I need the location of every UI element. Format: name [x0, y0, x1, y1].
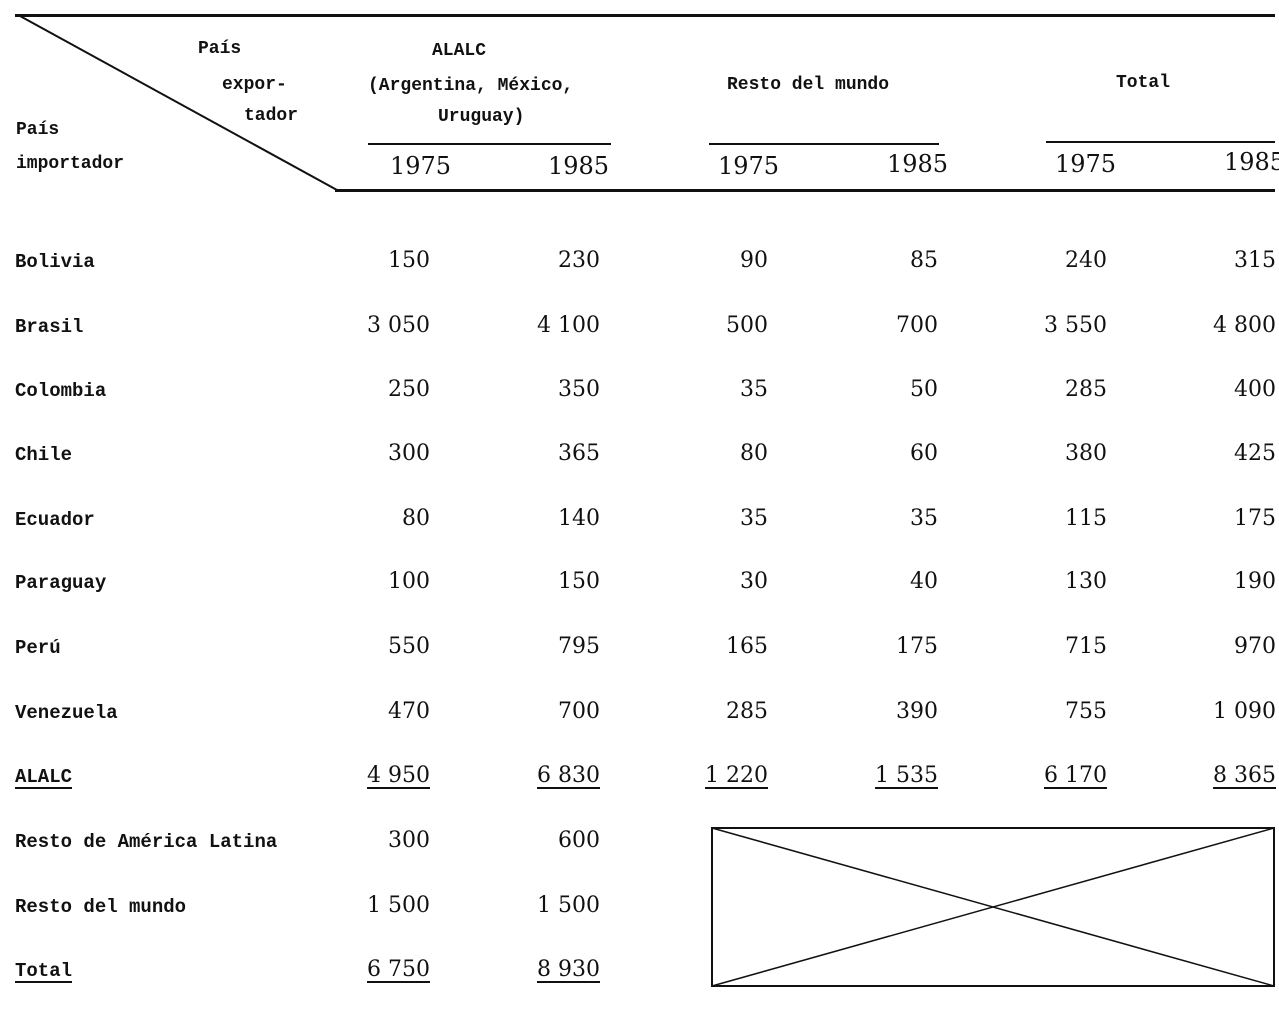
table-cell: 6 830: [537, 763, 600, 788]
row-label: Resto de América Latina: [15, 831, 278, 853]
row-label: Colombia: [15, 380, 107, 402]
table-cell: 1 500: [367, 893, 430, 918]
corner-exporter-label-3: tador: [244, 106, 299, 126]
table-cell: 140: [558, 506, 600, 531]
alalc-group-rule: [368, 143, 611, 145]
row-label: Paraguay: [15, 572, 107, 594]
table-cell: 350: [558, 377, 600, 402]
table-cell: 30: [740, 569, 768, 594]
table-cell: 8 930: [537, 957, 600, 982]
year-header-alalc-1975: 1975: [390, 152, 452, 180]
row-label: ALALC: [15, 766, 73, 788]
table-cell: 380: [1065, 441, 1107, 466]
row-label: Brasil: [15, 316, 84, 338]
year-header-alalc-1985: 1985: [548, 152, 610, 180]
year-header-total-1975: 1975: [1055, 150, 1117, 178]
table-cell: 285: [726, 699, 768, 724]
row-label: Venezuela: [15, 702, 118, 724]
table-cell: 1 500: [537, 893, 600, 918]
table-cell: 755: [1065, 699, 1107, 724]
table-cell: 6 170: [1044, 763, 1107, 788]
table-cell: 85: [910, 248, 938, 273]
table-cell: 8 365: [1213, 763, 1276, 788]
table-cell: 80: [402, 506, 430, 531]
table-cell: 285: [1065, 377, 1107, 402]
total-group-rule: [1046, 141, 1275, 143]
table-cell: 470: [388, 699, 430, 724]
table-cell: 500: [726, 313, 768, 338]
row-label: Total: [15, 960, 73, 982]
group-total-header: Total: [1116, 73, 1171, 93]
table-cell: 90: [740, 248, 768, 273]
corner-diagonal-line: [19, 15, 338, 191]
group-alalc-line-3: Uruguay): [438, 107, 525, 127]
table-cell: 3 550: [1044, 313, 1107, 338]
group-alalc-line-1: ALALC: [431, 41, 486, 61]
table-cell: 700: [558, 699, 600, 724]
table-cell: 150: [558, 569, 600, 594]
table-cell: 35: [910, 506, 938, 531]
group-alalc-line-2: (Argentina, México,: [368, 76, 574, 96]
table-cell: 115: [1065, 506, 1107, 531]
table-cell: 230: [558, 248, 600, 273]
table-cell: 400: [1234, 377, 1276, 402]
header-bottom-rule: [335, 189, 1275, 192]
row-label: Chile: [15, 444, 73, 466]
table-cell: 4 800: [1213, 313, 1276, 338]
table-cell: 175: [896, 634, 938, 659]
resto-group-rule: [709, 143, 939, 145]
table-cell: 365: [558, 441, 600, 466]
table-cell: 3 050: [367, 313, 430, 338]
row-label: Perú: [15, 637, 61, 659]
table-cell: 300: [388, 441, 430, 466]
table-cell: 715: [1065, 634, 1107, 659]
year-header-resto-1975: 1975: [718, 152, 780, 180]
group-resto-header: Resto del mundo: [727, 75, 890, 95]
table-cell: 425: [1234, 441, 1276, 466]
table-cell: 240: [1065, 248, 1107, 273]
table-cell: 165: [726, 634, 768, 659]
table-cell: 130: [1065, 569, 1107, 594]
corner-exporter-label-1: País: [198, 39, 242, 59]
year-header-total-1985: 1985: [1224, 148, 1279, 176]
table-cell: 1 535: [875, 763, 938, 788]
table-cell: 80: [740, 441, 768, 466]
table-cell: 315: [1234, 248, 1276, 273]
table-cell: 250: [388, 377, 430, 402]
table-cell: 300: [388, 828, 430, 853]
table-cell: 6 750: [367, 957, 430, 982]
corner-importer-label-1: País: [16, 120, 60, 140]
table-cell: 550: [388, 634, 430, 659]
row-label: Resto del mundo: [15, 896, 187, 918]
table-cell: 100: [388, 569, 430, 594]
empty-cell-cross-2: [711, 827, 1275, 987]
table-cell: 35: [740, 377, 768, 402]
table-cell: 700: [896, 313, 938, 338]
corner-exporter-label-2: expor-: [222, 75, 287, 95]
table-cell: 795: [558, 634, 600, 659]
empty-cell-box: [711, 827, 1275, 987]
table-cell: 40: [910, 569, 938, 594]
table-cell: 600: [558, 828, 600, 853]
table-cell: 4 950: [367, 763, 430, 788]
table-cell: 50: [910, 377, 938, 402]
table-cell: 150: [388, 248, 430, 273]
table-cell: 175: [1234, 506, 1276, 531]
table-cell: 1 090: [1213, 699, 1276, 724]
corner-importer-label-2: importador: [16, 154, 125, 174]
table-cell: 970: [1234, 634, 1276, 659]
year-header-resto-1985: 1985: [887, 150, 949, 178]
table-cell: 390: [896, 699, 938, 724]
top-rule: [15, 14, 1275, 17]
table-cell: 1 220: [705, 763, 768, 788]
table-cell: 190: [1234, 569, 1276, 594]
table-cell: 60: [910, 441, 938, 466]
row-label: Ecuador: [15, 509, 95, 531]
table-cell: 35: [740, 506, 768, 531]
row-label: Bolivia: [15, 251, 95, 273]
table-cell: 4 100: [537, 313, 600, 338]
